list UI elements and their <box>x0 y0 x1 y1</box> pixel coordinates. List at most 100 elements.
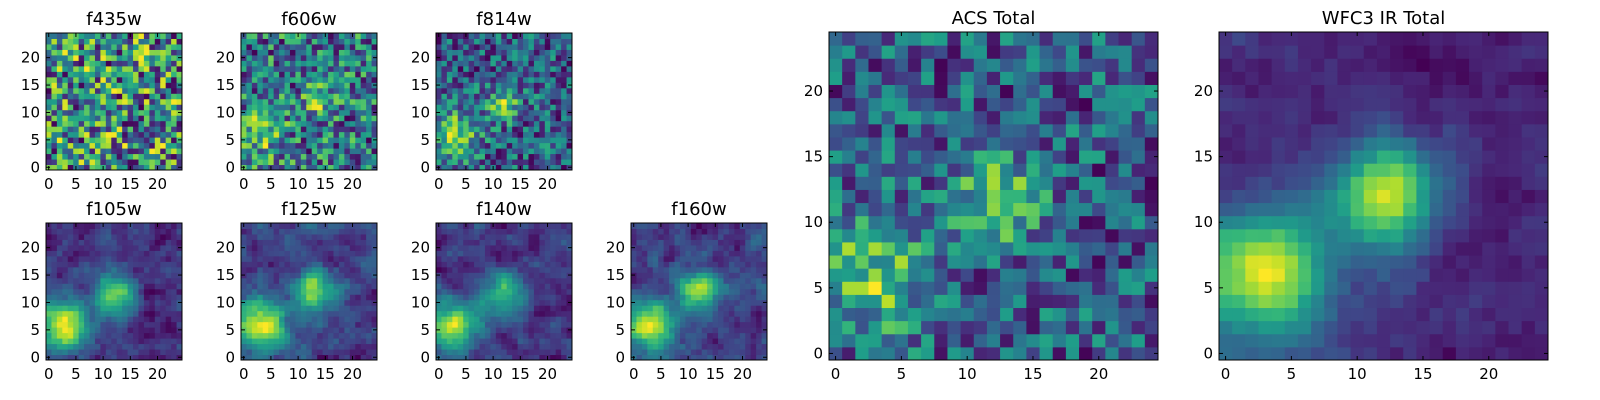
heatmap-cell <box>338 327 345 334</box>
heatmap-cell <box>512 332 519 339</box>
heatmap-cell <box>127 316 134 323</box>
heatmap-cell <box>441 266 448 273</box>
heatmap-cell <box>761 349 768 356</box>
heatmap-cell <box>468 93 475 100</box>
heatmap-cell <box>366 272 373 279</box>
heatmap-cell <box>1065 163 1080 177</box>
heatmap-cell <box>51 277 58 284</box>
heatmap-cell <box>457 250 464 257</box>
heatmap-cell <box>328 142 334 149</box>
heatmap-cell <box>506 104 513 111</box>
heatmap-cell <box>246 159 253 166</box>
heatmap-cell <box>517 343 524 350</box>
heatmap-cell <box>105 164 112 171</box>
heatmap-cell <box>468 332 475 339</box>
heatmap-cell <box>446 93 453 100</box>
heatmap-cell <box>89 250 96 257</box>
heatmap-cell <box>171 137 178 144</box>
heatmap-cell <box>495 93 502 100</box>
heatmap-cell <box>457 354 464 361</box>
heatmap-cell <box>251 142 258 149</box>
heatmap-cell <box>1026 215 1041 230</box>
heatmap-cell <box>1026 255 1041 269</box>
heatmap-cell <box>73 244 80 251</box>
heatmap-cell <box>133 272 139 279</box>
heatmap-cell <box>355 164 362 171</box>
heatmap-cell <box>490 327 497 334</box>
heatmap-cell <box>669 244 676 251</box>
heatmap-cell <box>160 223 167 229</box>
heatmap-cell <box>322 142 329 149</box>
heatmap-cell <box>663 250 670 257</box>
heatmap-cell <box>67 38 74 45</box>
heatmap-cell <box>934 320 948 335</box>
heatmap-cell <box>349 261 356 268</box>
heatmap-cell <box>658 277 665 284</box>
heatmap-cell <box>360 288 367 295</box>
heatmap-cell <box>679 349 686 356</box>
heatmap-cell <box>523 33 529 39</box>
heatmap-cell <box>46 126 52 133</box>
heatmap-cell <box>116 354 123 361</box>
heatmap-cell <box>463 153 470 160</box>
heatmap-cell <box>176 98 183 105</box>
heatmap-cell <box>479 343 486 350</box>
heatmap-cell <box>517 87 524 94</box>
heatmap-cell <box>360 82 367 89</box>
heatmap-cell <box>728 244 735 251</box>
heatmap-cell <box>306 93 313 100</box>
heatmap-cell <box>149 54 156 61</box>
heatmap-cell <box>116 305 123 312</box>
heatmap-cell <box>1144 255 1159 269</box>
heatmap-cell <box>501 54 508 61</box>
heatmap-cell <box>452 310 459 317</box>
heatmap-cell <box>756 338 763 345</box>
heatmap-cell <box>149 153 156 160</box>
heatmap-cell <box>490 283 497 290</box>
heatmap-cell <box>986 150 1001 164</box>
heatmap-cell <box>371 233 378 240</box>
heatmap-cell <box>829 255 843 269</box>
heatmap-cell <box>306 288 313 295</box>
heatmap-cell <box>138 310 145 317</box>
heatmap-cell <box>300 164 307 171</box>
heatmap-cell <box>165 338 172 345</box>
heatmap-cell <box>300 104 307 111</box>
x-tick-label: 0 <box>239 365 249 383</box>
heatmap-cell <box>51 115 58 122</box>
heatmap-cell <box>468 294 475 301</box>
heatmap-cell <box>344 87 351 94</box>
heatmap-cell <box>484 76 491 83</box>
heatmap-cell <box>947 189 962 204</box>
heatmap-cell <box>73 65 80 72</box>
heatmap-cell <box>311 327 318 334</box>
heatmap-cell <box>100 233 107 240</box>
heatmap-cell <box>457 305 464 312</box>
heatmap-cell <box>960 228 975 243</box>
heatmap-cell <box>111 327 118 334</box>
heatmap-cell <box>111 321 118 328</box>
heatmap-cell <box>750 305 757 312</box>
heatmap-cell <box>495 332 502 339</box>
heatmap-cell <box>723 228 730 235</box>
heatmap-cell <box>355 349 362 356</box>
heatmap-cell <box>712 277 719 284</box>
heatmap-cell <box>360 65 367 72</box>
heatmap-cell <box>452 354 459 361</box>
heatmap-cell <box>355 49 362 56</box>
heatmap-cell <box>1118 294 1133 309</box>
heatmap-cell <box>723 272 730 279</box>
heatmap-cell <box>338 164 345 171</box>
heatmap-cell <box>734 223 741 229</box>
heatmap-cell <box>934 333 948 348</box>
heatmap-cell <box>127 332 134 339</box>
heatmap-cell <box>138 305 145 312</box>
heatmap-cell <box>495 261 502 268</box>
heatmap-cell <box>561 60 568 67</box>
heatmap-cell <box>1118 189 1133 204</box>
heatmap-cell <box>94 349 101 356</box>
heatmap-cell <box>94 60 101 67</box>
heatmap-cell <box>523 349 529 356</box>
heatmap-cell <box>344 164 351 171</box>
heatmap-cell <box>533 137 540 144</box>
